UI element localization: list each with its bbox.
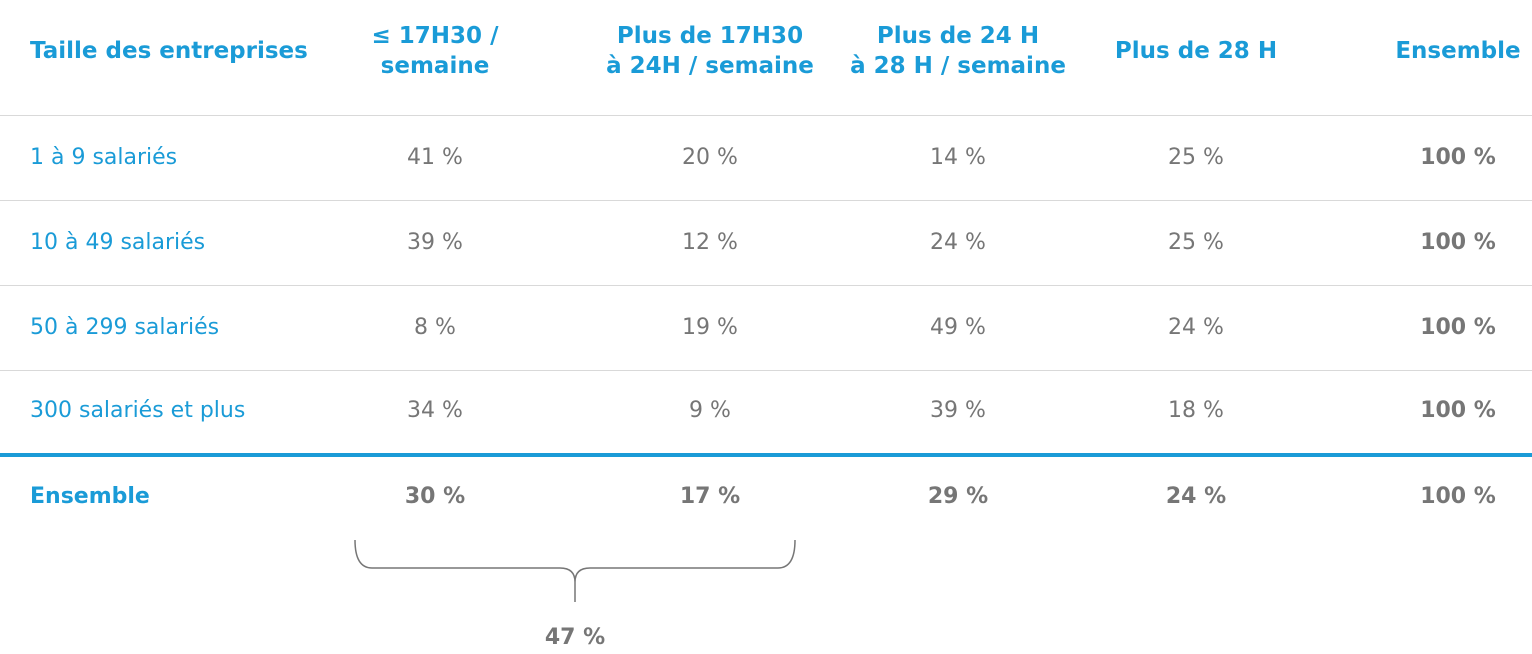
header-rule	[0, 115, 1532, 116]
row-rule	[0, 200, 1532, 201]
cell: 9 %	[689, 397, 731, 423]
cell: 41 %	[407, 144, 463, 170]
cell: 19 %	[682, 314, 738, 340]
row-label: 1 à 9 salariés	[30, 144, 178, 170]
brace-label: 47 %	[544, 624, 606, 650]
column-header: ≤ 17H30 / semaine	[371, 23, 499, 79]
row-label: 10 à 49 salariés	[30, 229, 206, 255]
cell: 24 %	[930, 229, 986, 255]
cell: 18 %	[1168, 397, 1224, 423]
total-rule	[0, 453, 1532, 457]
total-cell: 29 %	[927, 483, 989, 509]
cell: 8 %	[414, 314, 456, 340]
column-header: Plus de 17H30 à 24H / semaine	[606, 23, 814, 79]
cell: 100 %	[1420, 314, 1496, 340]
cell: 20 %	[682, 144, 738, 170]
cell: 14 %	[930, 144, 986, 170]
total-cell: 17 %	[679, 483, 741, 509]
column-header: Plus de 24 H à 28 H / semaine	[850, 23, 1066, 79]
cell: 100 %	[1420, 229, 1496, 255]
total-cell: 24 %	[1165, 483, 1227, 509]
column-header: Plus de 28 H	[1114, 38, 1278, 65]
column-header: Ensemble	[1395, 38, 1521, 65]
cell: 25 %	[1168, 229, 1224, 255]
cell: 24 %	[1168, 314, 1224, 340]
cell: 39 %	[930, 397, 986, 423]
row-rule	[0, 285, 1532, 286]
row-label: 50 à 299 salariés	[30, 314, 220, 340]
cell: 100 %	[1420, 144, 1496, 170]
row-rule	[0, 370, 1532, 371]
cell: 49 %	[930, 314, 986, 340]
cell: 100 %	[1420, 397, 1496, 423]
cell: 34 %	[407, 397, 463, 423]
cell: 39 %	[407, 229, 463, 255]
cell: 12 %	[682, 229, 738, 255]
total-label: Ensemble	[30, 483, 150, 509]
total-cell: 30 %	[404, 483, 466, 509]
column-header: Taille des entreprises	[30, 38, 308, 65]
total-cell: 100 %	[1420, 483, 1496, 509]
row-label: 300 salariés et plus	[30, 397, 246, 423]
cell: 25 %	[1168, 144, 1224, 170]
